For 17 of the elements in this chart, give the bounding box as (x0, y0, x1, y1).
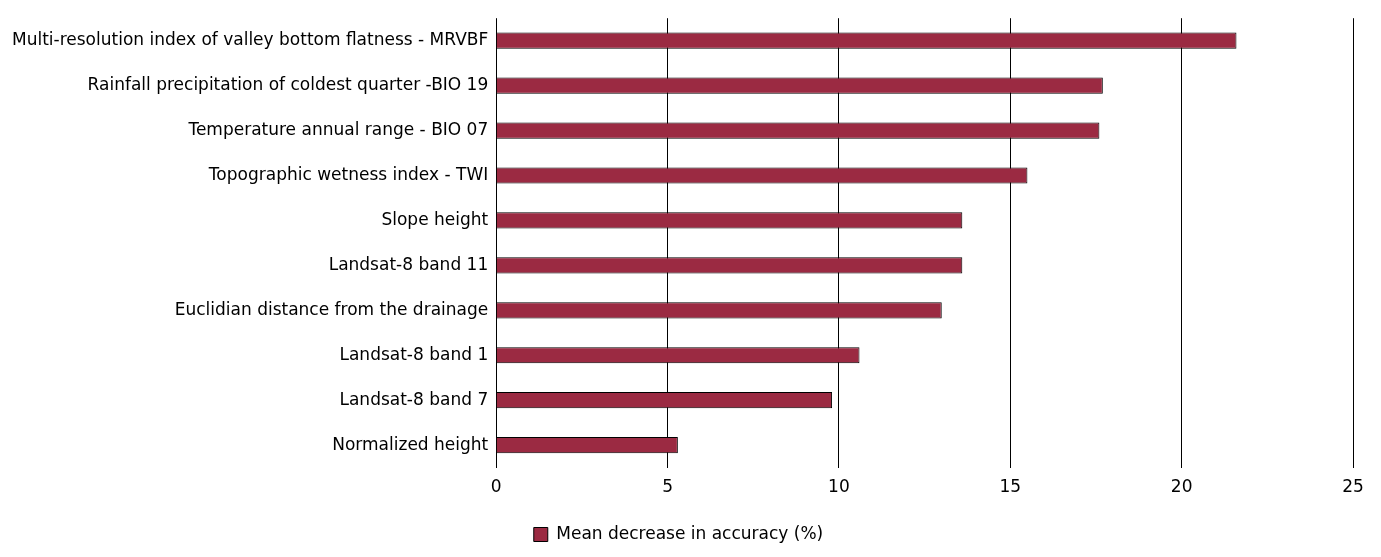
x-tick-label: 20 (1170, 476, 1193, 497)
y-tick-label: Slope height (381, 208, 489, 229)
y-tick-label: Landsat-8 band 1 (339, 343, 489, 364)
y-tick-label: Normalized height (332, 433, 489, 454)
y-tick-label: Rainfall precipitation of coldest quarter -BIO 19 (87, 74, 489, 95)
x-tick-label: 5 (662, 476, 673, 497)
x-tick-label: 10 (828, 476, 850, 497)
y-tick-label: Multi-resolution index of valley bottom flatness - MRVBF (11, 29, 489, 50)
y-tick-label: Topographic wetness index - TWI (207, 163, 489, 184)
x-tick-label: 15 (999, 476, 1022, 497)
legend-label: Mean decrease in accuracy (%) (556, 522, 824, 543)
y-tick-label: Landsat-8 band 11 (328, 253, 489, 274)
x-tick-label: 25 (1342, 476, 1364, 497)
x-tick-label: 0 (490, 476, 502, 497)
y-tick-label: Euclidian distance from the drainage (174, 298, 489, 319)
y-tick-label: Landsat-8 band 7 (339, 388, 489, 409)
y-tick-label: Temperature annual range - BIO 07 (187, 118, 489, 139)
